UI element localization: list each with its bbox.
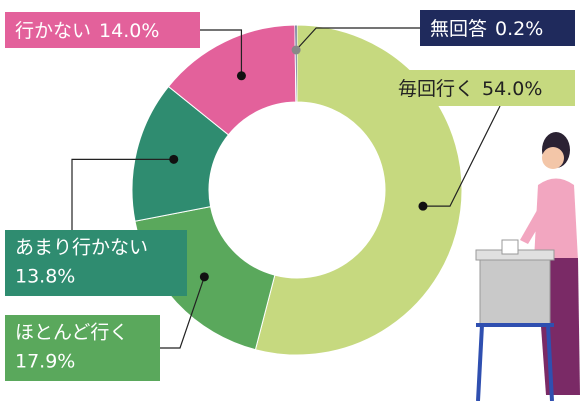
leader-dot: [169, 154, 179, 164]
label-box: [388, 70, 575, 106]
category-label: ほとんど行く: [15, 322, 128, 344]
category-label: あまり行かない: [15, 237, 148, 259]
leader-line: [422, 105, 501, 207]
value-label: 0.2%: [495, 18, 543, 40]
category-label: 毎回行く: [398, 78, 474, 100]
label: 無回答 0.2%: [430, 18, 543, 40]
donut-slice: [294, 24, 298, 103]
value-label: 13.8%: [15, 266, 75, 288]
label-box: [5, 230, 187, 296]
value-label: 14.0%: [99, 20, 159, 42]
label-box: [5, 315, 160, 381]
label-box: [420, 10, 575, 46]
leader-dot: [291, 45, 301, 55]
leader-dot: [236, 71, 246, 81]
category-label: 行かない: [15, 20, 91, 42]
label: 行かない 14.0%: [15, 20, 159, 42]
leader-line: [160, 276, 205, 349]
leader-dot: [418, 201, 428, 211]
value-label: 17.9%: [15, 351, 75, 373]
leader-dot: [199, 272, 209, 282]
leader-line: [295, 27, 420, 51]
leader-line: [200, 29, 243, 76]
leader-line: [71, 158, 174, 230]
category-label: 無回答: [430, 18, 487, 40]
label-box: [5, 12, 200, 48]
illustration: [475, 132, 580, 401]
label: 毎回行く 54.0%: [398, 78, 542, 100]
value-label: 54.0%: [482, 78, 542, 100]
